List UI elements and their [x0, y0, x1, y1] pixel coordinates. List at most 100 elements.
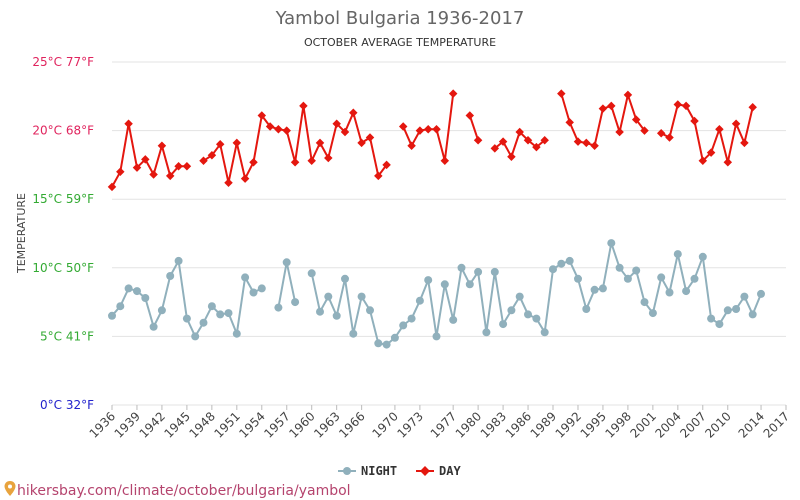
credit-text[interactable]: hikersbay.com/climate/october/bulgaria/y… — [17, 483, 351, 499]
day-point — [415, 126, 425, 135]
x-tick-label: 1951 — [211, 409, 242, 440]
legend-item-night[interactable]: NIGHT — [338, 464, 397, 478]
night-point — [549, 265, 557, 274]
day-point — [132, 163, 142, 172]
legend-day-marker — [420, 466, 430, 476]
night-point — [532, 314, 541, 323]
x-tick-label: 1989 — [528, 409, 559, 440]
night-point — [249, 288, 258, 297]
night-point — [565, 256, 574, 265]
y-tick-label: 5°C 41°F — [40, 329, 94, 343]
x-tick-label: 2014 — [736, 409, 767, 440]
night-point — [224, 309, 233, 318]
night-point — [740, 292, 749, 301]
day-point — [448, 89, 458, 98]
day-point — [307, 156, 316, 166]
night-point — [490, 267, 499, 276]
night-point — [232, 329, 241, 338]
night-point — [432, 332, 441, 341]
night-point — [424, 276, 433, 285]
x-tick-labels: 1936193919421945194819511954195719601963… — [87, 405, 792, 441]
night-point — [399, 321, 408, 330]
x-tick-label: 2017 — [761, 409, 792, 440]
day-point — [249, 157, 258, 167]
night-point — [257, 284, 266, 293]
night-point — [415, 296, 424, 305]
night-point — [715, 320, 724, 329]
night-point — [357, 292, 366, 301]
day-point — [715, 124, 724, 134]
night-point — [690, 274, 699, 283]
night-point — [390, 333, 399, 342]
x-tick-label: 1980 — [453, 409, 484, 440]
day-point — [623, 90, 633, 100]
x-tick-label: 1973 — [394, 409, 425, 440]
day-point — [157, 141, 167, 150]
day-point — [332, 119, 341, 128]
day-point — [590, 141, 599, 150]
night-point — [524, 310, 532, 319]
legend-item-day[interactable]: DAY — [416, 464, 461, 478]
night-point — [216, 310, 225, 319]
day-point — [290, 157, 300, 167]
night-point — [723, 306, 732, 315]
day-point — [282, 126, 291, 135]
night-point — [632, 266, 641, 275]
day-point — [690, 116, 699, 126]
day-point — [473, 135, 483, 145]
day-point — [615, 127, 624, 137]
day-point — [731, 119, 741, 128]
day-point — [215, 140, 225, 149]
night-point — [615, 263, 624, 272]
day-line-segment — [468, 115, 480, 141]
night-point — [332, 311, 341, 320]
day-point — [565, 118, 574, 127]
day-point — [681, 101, 691, 111]
day-point — [740, 138, 749, 148]
y-tick-label: 0°C 32°F — [40, 398, 94, 412]
night-point — [507, 306, 516, 315]
x-tick-label: 1986 — [503, 409, 534, 440]
night-point — [366, 306, 374, 315]
day-point — [224, 178, 233, 187]
day-point — [423, 124, 433, 134]
x-tick-label: 1948 — [186, 409, 217, 440]
night-point — [582, 305, 591, 313]
night-point — [324, 292, 333, 301]
night-point — [748, 310, 757, 319]
day-point — [598, 104, 608, 113]
series-day — [107, 89, 757, 192]
credit-link[interactable]: hikersbay.com/climate/october/bulgaria/y… — [4, 481, 351, 499]
chart-title: Yambol Bulgaria 1936-2017 — [275, 8, 525, 29]
night-point — [648, 309, 657, 318]
night-point — [465, 280, 474, 289]
night-point — [657, 273, 666, 282]
day-point — [407, 141, 416, 150]
day-point — [315, 138, 325, 148]
legend[interactable]: NIGHT DAY — [338, 464, 461, 478]
chart-subtitle: OCTOBER AVERAGE TEMPERATURE — [304, 36, 496, 49]
day-point — [557, 89, 566, 98]
day-point — [149, 170, 158, 179]
day-point — [324, 153, 333, 163]
night-point — [482, 328, 491, 337]
day-point — [582, 138, 591, 148]
night-point — [607, 239, 616, 248]
x-tick-label: 1970 — [370, 409, 401, 440]
night-point — [341, 274, 349, 283]
night-point — [316, 307, 324, 316]
night-point — [673, 250, 682, 259]
night-point — [640, 298, 649, 307]
night-point — [557, 259, 566, 268]
x-tick-label: 1936 — [87, 409, 118, 440]
x-tick-label: 1963 — [311, 409, 342, 440]
day-point — [174, 162, 183, 171]
y-tick-labels: 0°C 32°F 5°C 41°F 10°C 50°F 15°C 59°F 20°C 6… — [32, 55, 94, 412]
day-line-segment — [660, 103, 754, 164]
day-point — [141, 155, 150, 164]
night-point — [241, 273, 250, 282]
map-pin-icon — [4, 481, 16, 496]
night-point — [116, 302, 125, 311]
night-point — [515, 292, 524, 301]
